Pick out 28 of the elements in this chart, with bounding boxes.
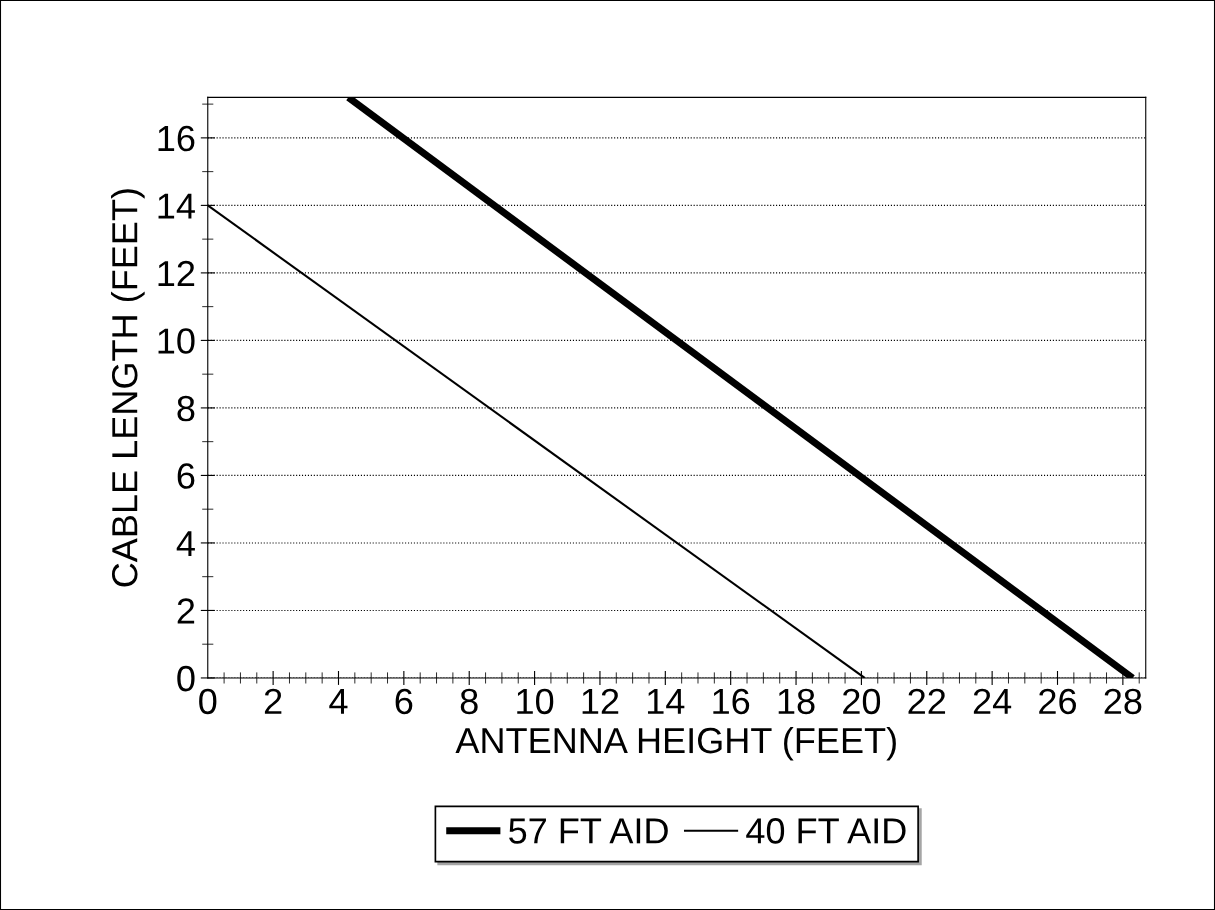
y-tick-label: 2 xyxy=(177,598,195,624)
legend-label: 57 FT AID xyxy=(509,818,668,844)
x-tick-label: 6 xyxy=(395,688,413,715)
x-tick-label: 18 xyxy=(778,688,815,715)
x-tick-label: 0 xyxy=(199,688,217,715)
y-axis-title: CABLE LENGTH (FEET) xyxy=(111,189,145,587)
x-tick-label: 2 xyxy=(264,688,282,714)
x-tick-label: 4 xyxy=(329,689,348,714)
y-tick-label: 16 xyxy=(158,125,195,152)
x-tick-label: 26 xyxy=(1039,688,1076,715)
x-tick-label: 20 xyxy=(843,688,881,715)
x-tick-label: 8 xyxy=(460,688,478,715)
y-tick-label: 10 xyxy=(158,328,195,354)
y-tick-label: 4 xyxy=(176,531,195,557)
y-tick-label: 8 xyxy=(177,395,195,422)
x-tick-label: 14 xyxy=(647,689,685,714)
x-axis-title: ANTENNA HEIGHT (FEET) xyxy=(455,726,896,761)
x-tick-label: 16 xyxy=(713,688,750,715)
y-tick-label: 0 xyxy=(177,665,195,692)
y-tick-label: 12 xyxy=(158,260,195,286)
legend-label: 40 FT AID xyxy=(746,818,906,844)
x-tick-label: 28 xyxy=(1104,688,1142,715)
y-tick-label: 6 xyxy=(177,463,195,489)
x-tick-label: 12 xyxy=(582,688,619,714)
x-tick-label: 10 xyxy=(517,688,554,715)
y-tick-label: 14 xyxy=(158,193,195,219)
x-tick-label: 24 xyxy=(973,688,1012,714)
x-tick-label: 22 xyxy=(908,688,946,714)
